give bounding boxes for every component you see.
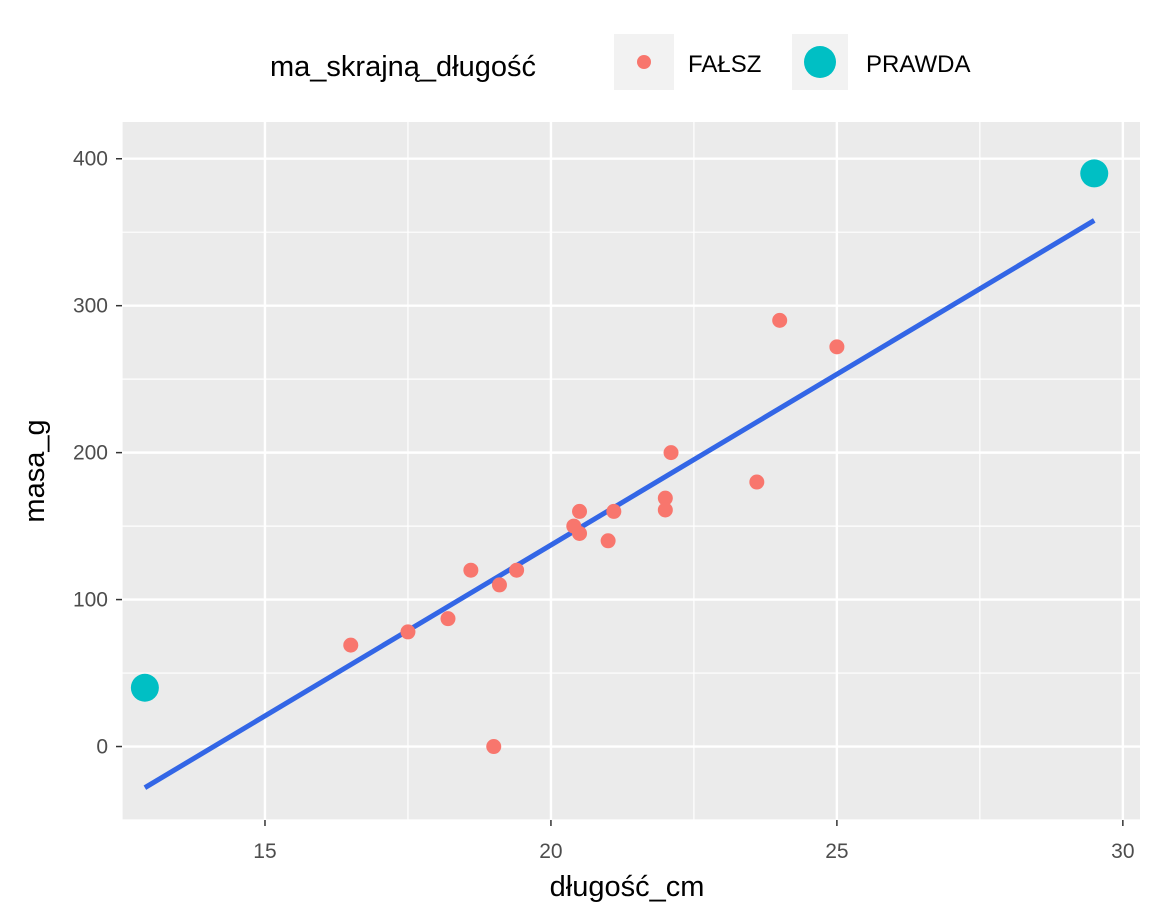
data-point-falsz [772,312,788,328]
data-point-falsz [440,611,456,627]
x-axis-ticks: 15 20 25 30 [253,820,1135,863]
y-tick-label: 200 [73,442,108,465]
grid-major [122,122,1140,820]
y-axis-title: masa_g [19,419,51,522]
legend-title: ma_skrajną_długość [270,51,536,83]
y-axis-ticks: 0 100 200 300 400 [73,148,122,759]
y-tick-label: 100 [73,589,108,612]
regression-line [143,218,1096,790]
x-axis-title: długość_cm [550,871,705,903]
data-point-falsz [606,503,622,519]
data-point-falsz [749,474,765,490]
data-point-falsz [343,637,359,653]
y-tick-label: 0 [96,736,108,759]
data-point-falsz [663,445,679,461]
data-point-prawda [130,673,159,702]
data-point-falsz [491,577,507,593]
legend-label-falsz: FAŁSZ [688,51,761,78]
data-point-falsz [509,562,525,578]
data-point-prawda [1080,159,1109,188]
data-point-falsz [657,490,673,506]
data-point-falsz [486,739,502,755]
y-tick-label: 400 [73,148,108,171]
regression-line-group [143,218,1096,790]
data-point-falsz [600,533,616,549]
legend: ma_skrajną_długość FAŁSZ PRAWDA [270,34,970,90]
x-tick-label: 30 [1111,840,1134,863]
grid-minor [121,122,1140,821]
data-point-falsz [829,339,845,355]
data-point-falsz [572,503,588,519]
y-tick-label: 300 [73,295,108,318]
x-tick-label: 20 [539,840,562,863]
x-tick-label: 25 [825,840,848,863]
data-point-falsz [463,562,479,578]
data-point-falsz [400,624,416,640]
legend-key-falsz [637,55,651,69]
legend-key-prawda [804,46,836,78]
data-points [130,159,1109,755]
plot-panel [122,122,1140,820]
x-tick-label: 15 [253,840,276,863]
legend-label-prawda: PRAWDA [866,51,970,78]
data-point-falsz [572,525,588,541]
data-point-falsz [657,502,673,518]
